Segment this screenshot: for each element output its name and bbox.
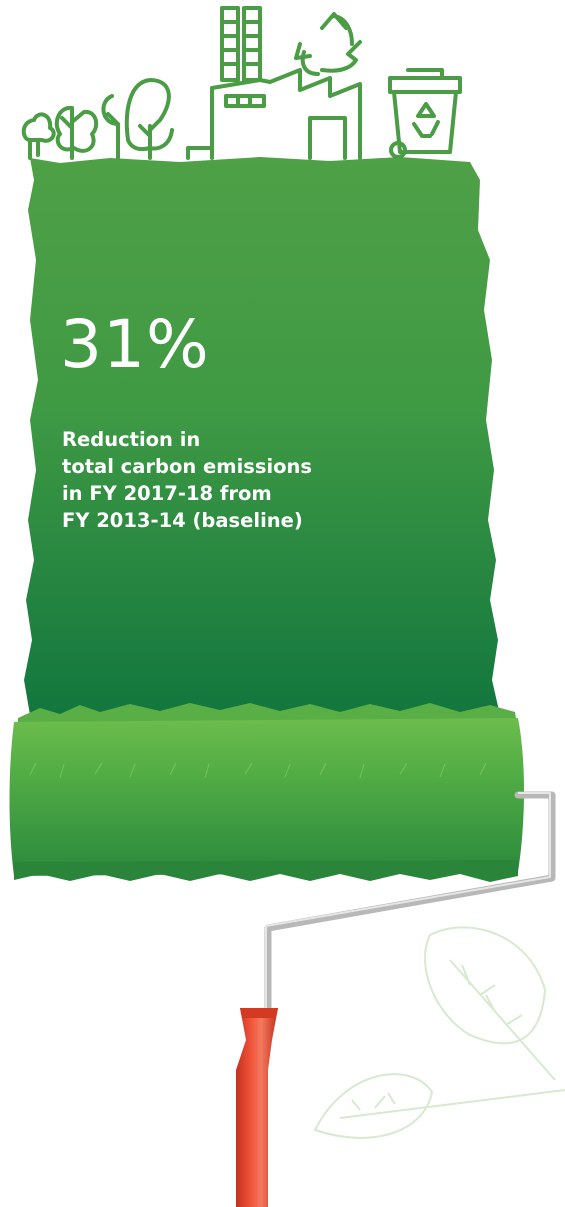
- description-line: FY 2013-14 (baseline): [62, 509, 303, 532]
- description-line: in FY 2017-18 from: [62, 482, 272, 505]
- recycle-bin-icon: [388, 68, 462, 159]
- tree-icon: [21, 78, 174, 160]
- leaf-icon: [313, 926, 565, 1139]
- description-line: Reduction in: [62, 428, 201, 451]
- painted-wall: [24, 157, 500, 715]
- roller-frame: [264, 791, 556, 1012]
- stat-description: Reduction in total carbon emissions in F…: [62, 426, 362, 534]
- description-line: total carbon emissions: [62, 455, 313, 478]
- roller-grass-bottom: [14, 860, 518, 882]
- roller-texture: [29, 762, 487, 779]
- stat-value: 31%: [60, 306, 210, 383]
- factory-icon: [186, 6, 362, 160]
- recycle-icon: [294, 12, 362, 76]
- roller-handle: [236, 1008, 278, 1207]
- roller-cylinder: [9, 718, 524, 876]
